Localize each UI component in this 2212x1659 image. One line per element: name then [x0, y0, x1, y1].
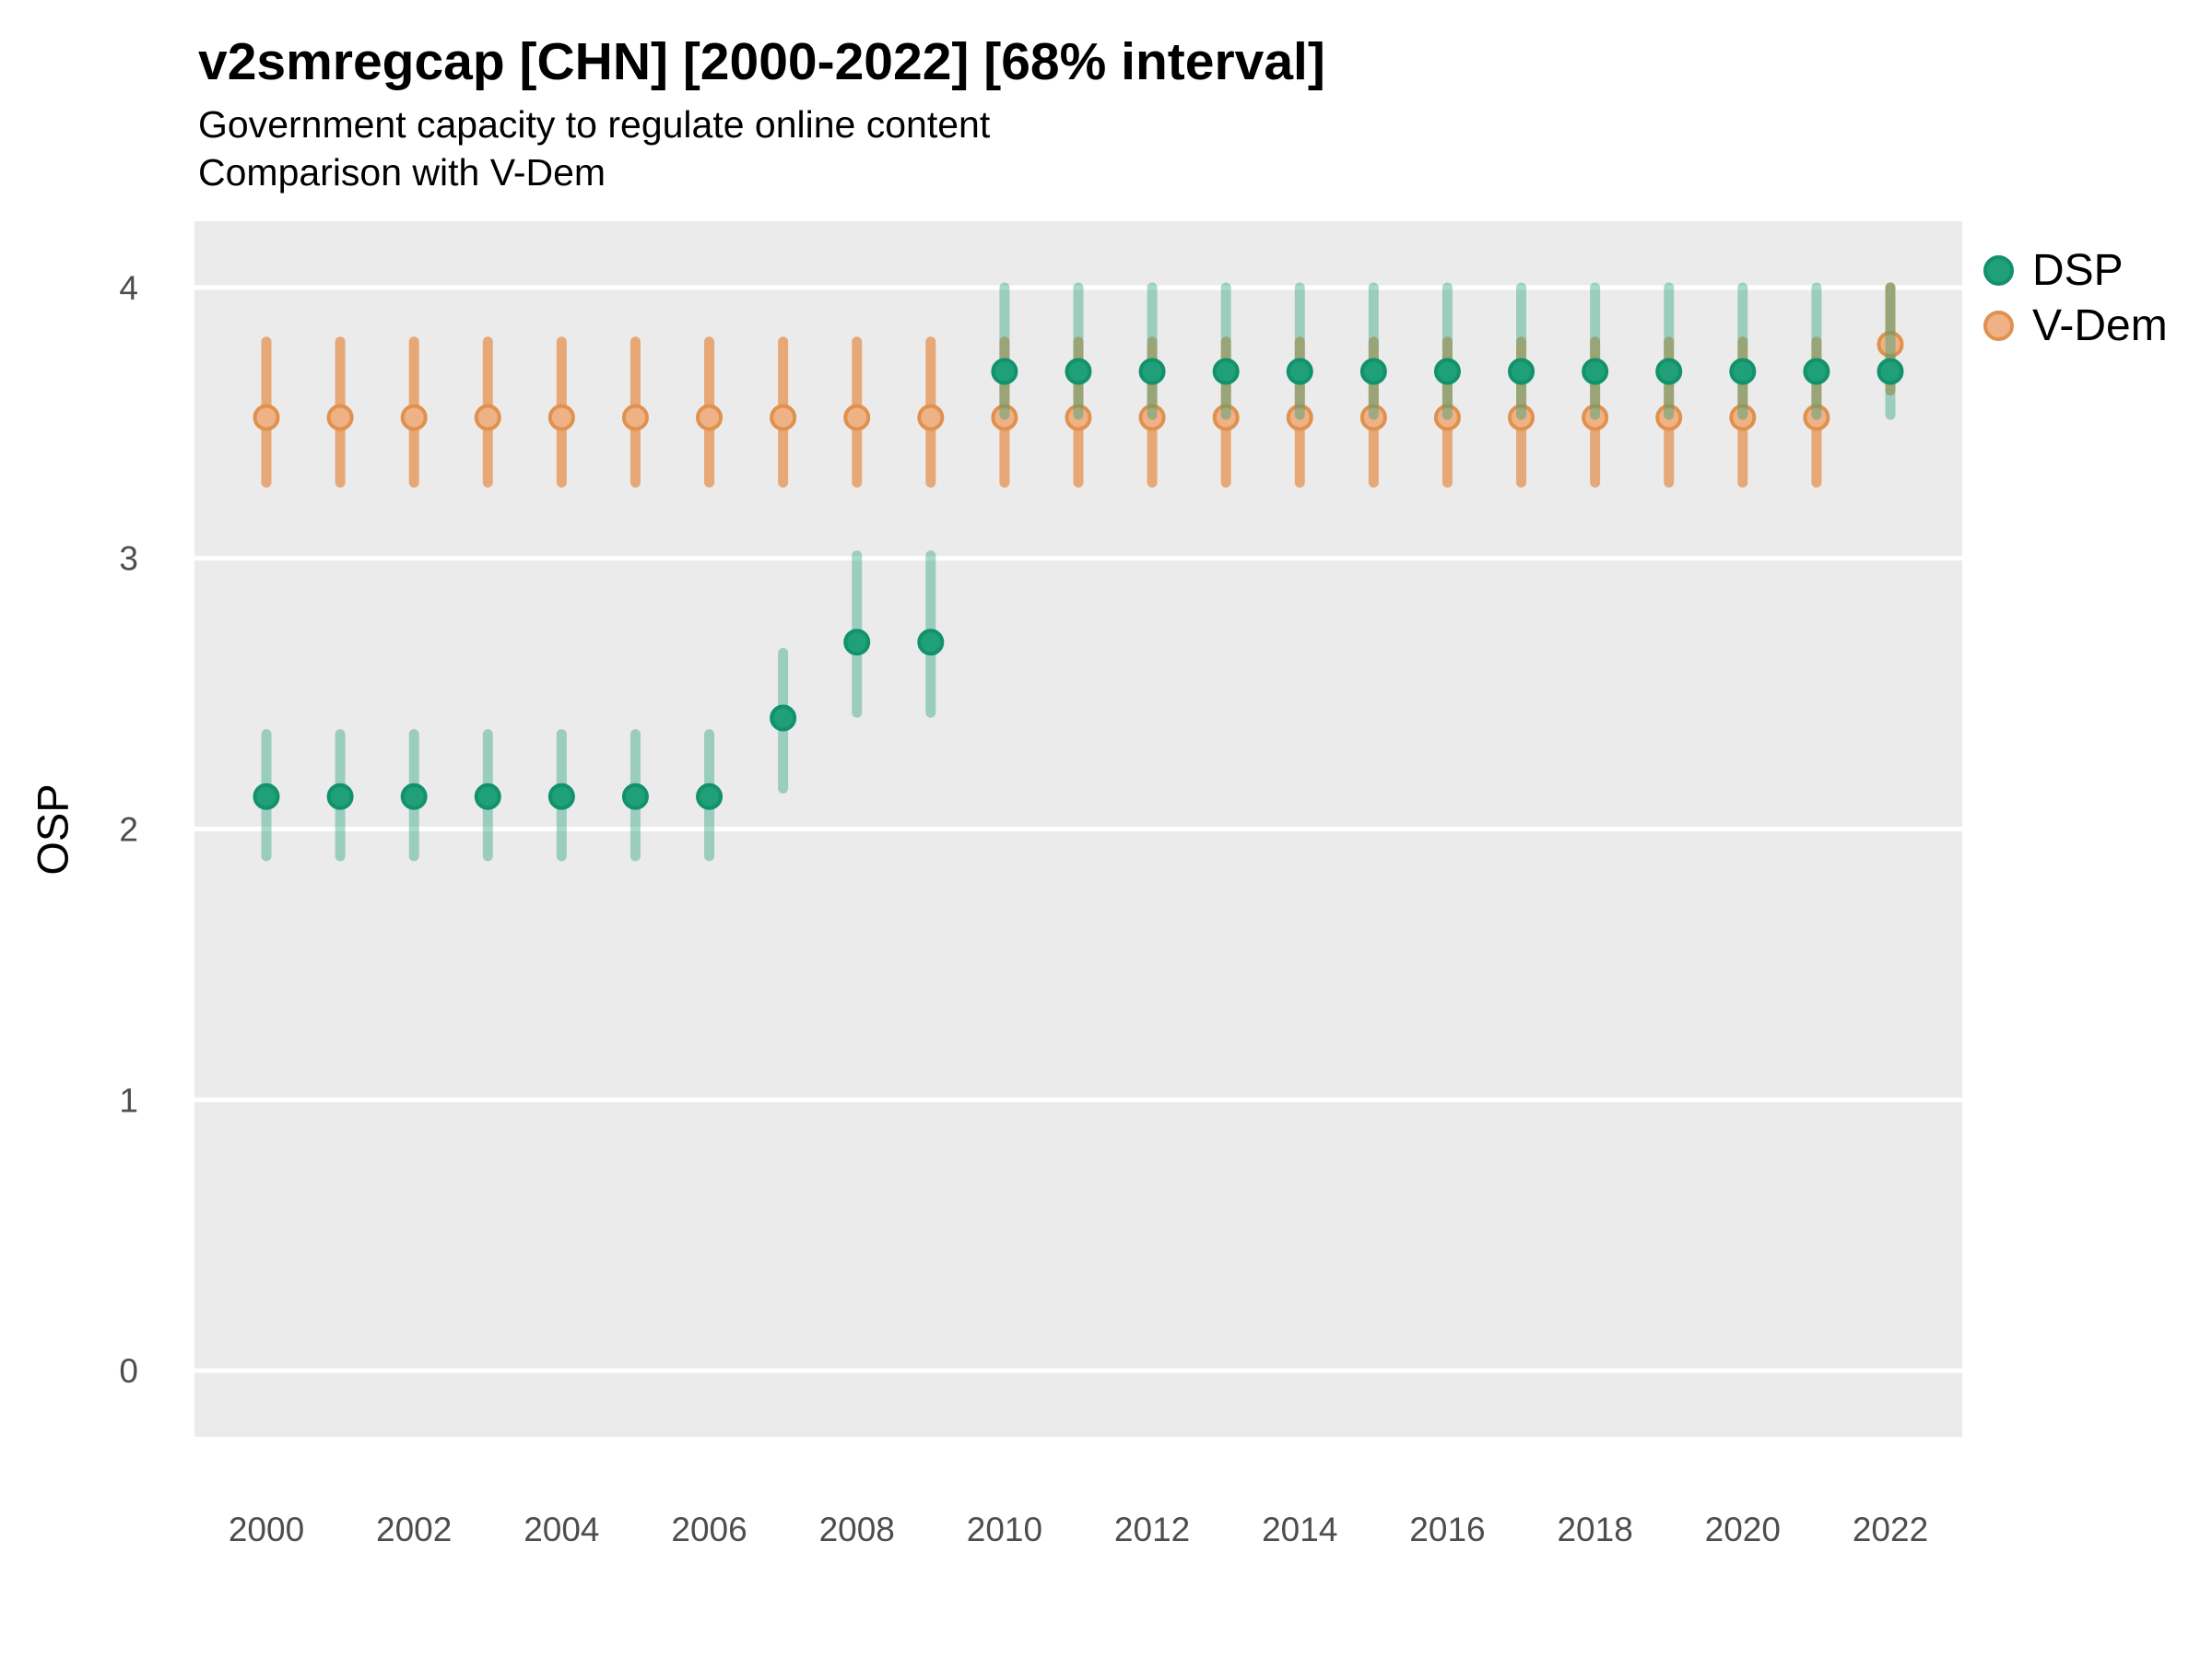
x-tick-label-2022: 2022 [1853, 1511, 1928, 1548]
vdem-point-2015 [1359, 404, 1387, 431]
x-tick-label-2012: 2012 [1114, 1511, 1190, 1548]
y-axis-title: OSP [28, 783, 77, 876]
x-tick-label-2002: 2002 [376, 1511, 452, 1548]
y-tick-label-4: 4 [119, 269, 138, 307]
vdem-point-2005 [621, 404, 649, 431]
y-tick-label-2: 2 [119, 811, 138, 849]
dsp-point-2022 [1877, 358, 1904, 385]
vdem-point-2000 [253, 404, 280, 431]
dsp-point-2019 [1655, 358, 1683, 385]
chart-subtitle-line2: Comparison with V-Dem [198, 151, 606, 194]
dsp-point-2017 [1508, 358, 1535, 385]
vdem-point-2006 [696, 404, 724, 431]
vdem-point-2007 [770, 404, 797, 431]
vdem-point-2010 [991, 404, 1018, 431]
vdem-point-2003 [474, 404, 501, 431]
dsp-point-2002 [400, 782, 428, 810]
x-tick-label-2018: 2018 [1557, 1511, 1632, 1548]
dsp-point-2014 [1286, 358, 1313, 385]
chart-title: v2smregcap [CHN] [2000-2022] [68% interv… [198, 32, 1325, 91]
dsp-point-2015 [1359, 358, 1387, 385]
legend: DSP V-Dem [1983, 246, 2168, 350]
dsp-point-2018 [1582, 358, 1609, 385]
vdem-point-2011 [1065, 404, 1092, 431]
vdem-point-icon [1983, 310, 2014, 341]
x-tick-label-2014: 2014 [1262, 1511, 1337, 1548]
x-tick-label-2006: 2006 [671, 1511, 747, 1548]
dsp-point-2012 [1138, 358, 1166, 385]
vdem-point-2020 [1729, 404, 1757, 431]
y-tick-label-1: 1 [119, 1081, 138, 1119]
vdem-point-2019 [1655, 404, 1683, 431]
dsp-point-2005 [621, 782, 649, 810]
dsp-point-2003 [474, 782, 501, 810]
legend-label-dsp: DSP [2032, 245, 2124, 295]
dsp-point-2008 [843, 629, 871, 656]
vdem-point-2013 [1212, 404, 1240, 431]
dsp-point-icon [1983, 254, 2014, 286]
chart-subtitle-line1: Government capacity to regulate online c… [198, 103, 991, 146]
dsp-point-2016 [1433, 358, 1461, 385]
legend-item-dsp: DSP [1983, 246, 2168, 295]
vdem-point-2004 [547, 404, 575, 431]
vdem-point-2008 [843, 404, 871, 431]
vdem-point-2017 [1508, 404, 1535, 431]
vdem-point-2002 [400, 404, 428, 431]
dsp-point-2004 [547, 782, 575, 810]
x-tick-label-2004: 2004 [524, 1511, 599, 1548]
vdem-point-2021 [1803, 404, 1830, 431]
y-tick-label-0: 0 [119, 1352, 138, 1390]
y-tick-label-3: 3 [119, 540, 138, 578]
vdem-point-2016 [1433, 404, 1461, 431]
vdem-point-2018 [1582, 404, 1609, 431]
dsp-point-2000 [253, 782, 280, 810]
x-tick-label-2000: 2000 [229, 1511, 304, 1548]
vdem-point-2009 [917, 404, 945, 431]
dsp-point-2020 [1729, 358, 1757, 385]
legend-item-vdem: V-Dem [1983, 301, 2168, 350]
dsp-point-2010 [991, 358, 1018, 385]
x-tick-label-2010: 2010 [967, 1511, 1042, 1548]
dsp-point-2021 [1803, 358, 1830, 385]
x-tick-label-2020: 2020 [1705, 1511, 1781, 1548]
dsp-point-2013 [1212, 358, 1240, 385]
vdem-point-2014 [1286, 404, 1313, 431]
x-tick-label-2016: 2016 [1409, 1511, 1485, 1548]
vdem-point-2012 [1138, 404, 1166, 431]
dsp-point-2007 [770, 704, 797, 732]
vdem-point-2001 [326, 404, 354, 431]
x-tick-label-2008: 2008 [819, 1511, 895, 1548]
dsp-point-2011 [1065, 358, 1092, 385]
legend-label-vdem: V-Dem [2032, 300, 2168, 350]
dsp-point-2009 [917, 629, 945, 656]
vdem-point-2022 [1877, 331, 1904, 359]
dsp-point-2001 [326, 782, 354, 810]
dsp-point-2006 [696, 782, 724, 810]
